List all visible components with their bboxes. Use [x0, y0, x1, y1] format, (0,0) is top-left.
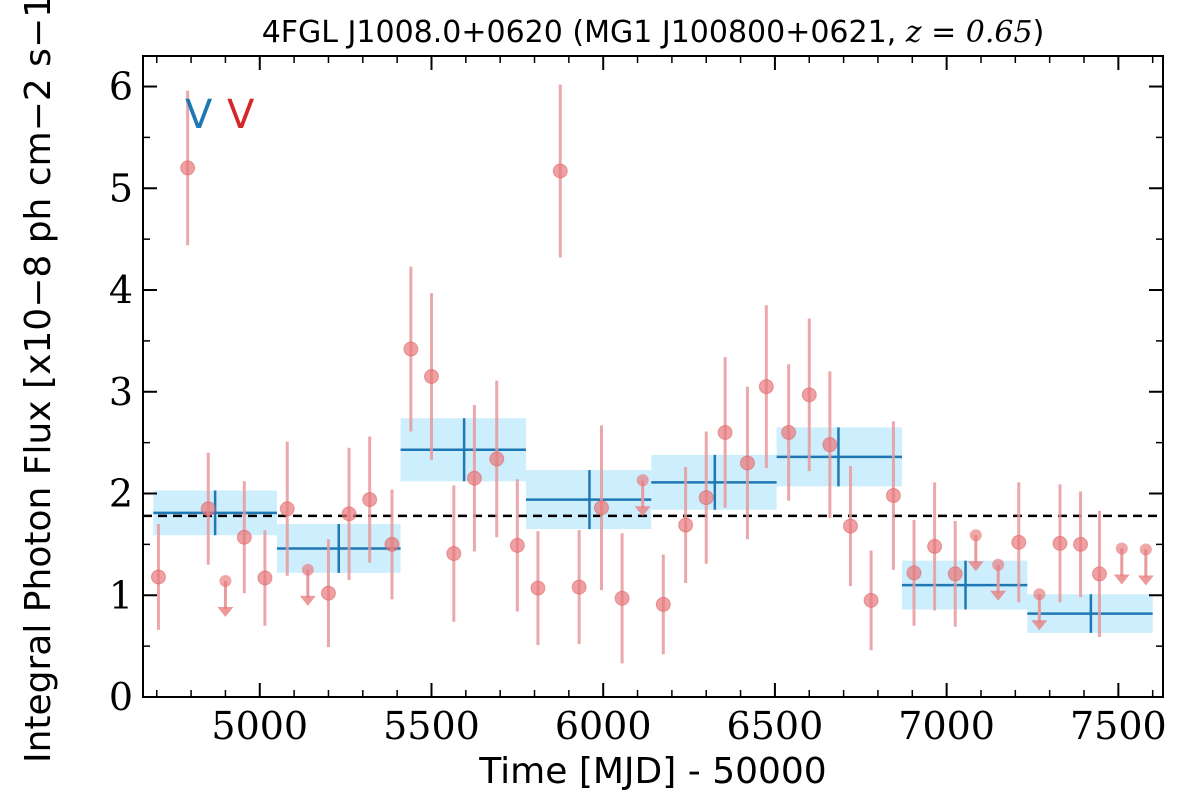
data-point — [200, 501, 216, 517]
data-point — [509, 537, 525, 553]
data-point — [885, 488, 901, 504]
data-point — [655, 596, 671, 612]
upper-limit-arrow — [299, 595, 316, 606]
data-point — [320, 585, 336, 601]
data-point — [257, 570, 273, 586]
chart-title-prefix: 4FGL J1008.0+0620 (MG1 J100800+0621, — [262, 15, 906, 50]
upper-limit-point — [992, 558, 1005, 571]
x-tick-label: 5500 — [383, 704, 480, 748]
data-point — [758, 379, 774, 395]
data-point — [1011, 534, 1027, 550]
data-point — [906, 565, 922, 581]
upper-limit-point — [1033, 588, 1046, 601]
data-point — [384, 536, 400, 552]
upper-limit-point — [1115, 542, 1128, 555]
chart-title-math: z = 0.65 — [905, 15, 1033, 50]
data-point — [717, 424, 733, 440]
data-point — [150, 569, 166, 585]
upper-limit-arrow — [1113, 574, 1130, 585]
data-point — [822, 437, 838, 453]
variability-marker: V — [227, 92, 255, 138]
y-tick-label: 1 — [109, 573, 133, 617]
data-point — [552, 163, 568, 179]
data-point — [362, 492, 378, 508]
data-point — [842, 518, 858, 534]
data-point — [571, 579, 587, 595]
upper-limit-arrow — [217, 607, 234, 618]
data-point — [781, 424, 797, 440]
y-tick-label: 3 — [109, 370, 133, 414]
data-point — [927, 538, 943, 554]
upper-limit-point — [636, 474, 649, 487]
x-tick-label: 7000 — [898, 704, 995, 748]
data-point — [947, 566, 963, 582]
y-tick-label: 4 — [109, 268, 133, 312]
data-point — [446, 546, 462, 562]
y-axis-label: Integral Photon Flux [x10−8 ph cm−2 s−1] — [18, 0, 59, 763]
data-point — [593, 500, 609, 516]
x-tick-label: 6500 — [727, 704, 824, 748]
data-point — [279, 501, 295, 517]
plot-frame — [142, 55, 1164, 698]
upper-limit-point — [219, 575, 232, 588]
data-point — [1073, 536, 1089, 552]
y-tick-label: 2 — [109, 472, 133, 516]
data-point — [489, 451, 505, 467]
y-tick-label: 0 — [109, 675, 133, 719]
upper-limit-arrow — [1137, 575, 1154, 586]
variability-marker: V — [185, 92, 213, 138]
axes: 5000 5500 6000 6500 7000 7500 0 1 2 3 4 5 6 V V — [109, 55, 1167, 748]
data-point — [801, 387, 817, 403]
upper-limit-point — [301, 563, 314, 576]
x-tick-label: 5000 — [211, 704, 308, 748]
data-point — [678, 517, 694, 533]
data-point — [403, 341, 419, 357]
x-tick-label: 7500 — [1070, 704, 1167, 748]
upper-limit-arrow — [990, 590, 1007, 601]
upper-limit-point — [1139, 543, 1152, 556]
data-point — [698, 490, 714, 506]
upper-limit-arrow — [634, 506, 651, 517]
y-tick-label: 5 — [109, 166, 133, 210]
x-axis-label: Time [MJD] - 50000 — [478, 751, 826, 792]
data-point — [1091, 566, 1107, 582]
data-point — [341, 506, 357, 522]
upper-limit-arrow — [1031, 620, 1048, 631]
plot-area — [143, 84, 1163, 664]
chart-title-suffix: ) — [1033, 15, 1045, 50]
data-point — [466, 470, 482, 486]
x-tick-label: 6000 — [555, 704, 652, 748]
data-point — [530, 580, 546, 596]
data-point — [863, 592, 879, 608]
chart-title: 4FGL J1008.0+0620 (MG1 J100800+0621, z =… — [262, 15, 1045, 50]
data-point — [423, 369, 439, 384]
data-point — [614, 590, 630, 606]
data-point — [739, 455, 755, 471]
data-point — [236, 529, 252, 545]
data-point — [1052, 535, 1068, 551]
upper-limit-point — [969, 529, 982, 542]
data-point — [180, 160, 196, 176]
y-tick-label: 6 — [109, 65, 133, 109]
upper-limit-arrow — [967, 561, 984, 572]
